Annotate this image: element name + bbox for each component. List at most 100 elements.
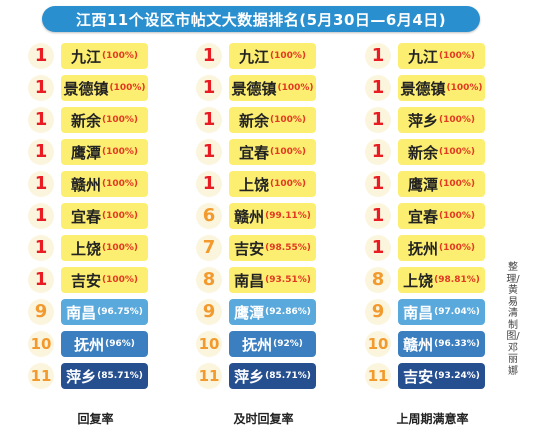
city-pill: 赣州 (100%) — [61, 171, 148, 197]
rank-badge: 1 — [196, 43, 222, 69]
city-pill: 上饶 (100%) — [61, 235, 148, 261]
rank-badge: 1 — [365, 75, 391, 101]
percentage-value: (98.55%) — [265, 243, 311, 253]
percentage-value: (100%) — [446, 83, 483, 93]
percentage-value: (100%) — [109, 83, 146, 93]
rank-badge: 1 — [28, 43, 54, 69]
rank-badge: 9 — [28, 299, 54, 325]
rank-badge: 1 — [196, 171, 222, 197]
percentage-value: (99.11%) — [265, 211, 311, 221]
ranking-row: 10 赣州 (96.33%) — [365, 330, 500, 358]
city-name: 新余 — [407, 143, 438, 162]
percentage-value: (100%) — [438, 51, 476, 61]
rank-badge: 11 — [196, 363, 222, 389]
ranking-row: 1 景德镇 (100%) — [196, 74, 331, 102]
percentage-value: (98.81%) — [434, 275, 480, 285]
ranking-row: 1 九江 (100%) — [365, 42, 500, 70]
city-name: 景德镇 — [231, 79, 277, 98]
percentage-value: (100%) — [277, 83, 314, 93]
city-name: 吉安 — [70, 271, 101, 290]
rank-badge: 1 — [28, 235, 54, 261]
ranking-row: 11 萍乡 (85.71%) — [196, 362, 331, 390]
city-name: 南昌 — [66, 303, 97, 322]
city-name: 萍乡 — [234, 367, 265, 386]
ranking-row: 1 宜春 (100%) — [365, 202, 500, 230]
rank-badge: 6 — [196, 203, 222, 229]
rank-badge: 10 — [196, 331, 222, 357]
percentage-value: (85.71%) — [97, 371, 143, 381]
percentage-value: (85.71%) — [265, 371, 311, 381]
rank-badge: 1 — [196, 107, 222, 133]
percentage-value: (97.04%) — [434, 307, 480, 317]
ranking-row: 1 九江 (100%) — [28, 42, 163, 70]
city-pill: 宜春 (100%) — [229, 139, 316, 165]
credit-text: 整理/黄易清 制图/邓丽娜 — [506, 262, 520, 377]
city-pill: 萍乡 (85.71%) — [229, 363, 316, 389]
city-name: 景德镇 — [400, 79, 446, 98]
ranking-row: 1 吉安 (100%) — [28, 266, 163, 294]
city-pill: 南昌 (96.75%) — [61, 299, 148, 325]
rank-badge: 1 — [28, 171, 54, 197]
city-name: 抚州 — [74, 335, 105, 354]
rank-badge: 1 — [196, 75, 222, 101]
percentage-value: (93.24%) — [434, 371, 480, 381]
city-name: 景德镇 — [63, 79, 109, 98]
rank-badge: 1 — [28, 139, 54, 165]
city-name: 吉安 — [234, 239, 265, 258]
rank-badge: 1 — [365, 107, 391, 133]
ranking-row: 6 赣州 (99.11%) — [196, 202, 331, 230]
rank-badge: 11 — [28, 363, 54, 389]
city-pill: 景德镇 (100%) — [229, 75, 316, 101]
city-pill: 宜春 (100%) — [61, 203, 148, 229]
city-name: 新余 — [238, 111, 269, 130]
city-name: 上饶 — [403, 271, 434, 290]
rank-badge: 1 — [365, 139, 391, 165]
rank-badge: 1 — [365, 203, 391, 229]
rank-badge: 1 — [365, 171, 391, 197]
city-pill: 九江 (100%) — [398, 43, 485, 69]
city-pill: 鹰潭 (92.86%) — [229, 299, 316, 325]
rank-badge: 1 — [28, 203, 54, 229]
city-name: 鹰潭 — [70, 143, 101, 162]
percentage-value: (100%) — [438, 147, 476, 157]
column-label-satisfaction-rate: 上周期满意率 — [396, 412, 469, 426]
city-pill: 吉安 (98.55%) — [229, 235, 316, 261]
rank-badge: 1 — [196, 139, 222, 165]
ranking-row: 1 景德镇 (100%) — [28, 74, 163, 102]
city-pill: 鹰潭 (100%) — [398, 171, 485, 197]
city-pill: 萍乡 (85.71%) — [61, 363, 148, 389]
city-name: 南昌 — [403, 303, 434, 322]
city-name: 赣州 — [70, 175, 101, 194]
rank-badge: 9 — [365, 299, 391, 325]
city-name: 九江 — [238, 47, 269, 66]
percentage-value: (92%) — [273, 339, 303, 349]
city-pill: 新余 (100%) — [229, 107, 316, 133]
ranking-row: 9 南昌 (96.75%) — [28, 298, 163, 326]
city-name: 赣州 — [234, 207, 265, 226]
city-name: 吉安 — [403, 367, 434, 386]
page-title: 江西11个设区市帖文大数据排名(5月30日—6月4日) — [75, 10, 447, 29]
rank-badge: 10 — [365, 331, 391, 357]
city-pill: 南昌 (93.51%) — [229, 267, 316, 293]
city-pill: 抚州 (100%) — [398, 235, 485, 261]
city-pill: 抚州 (92%) — [229, 331, 316, 357]
ranking-row: 9 南昌 (97.04%) — [365, 298, 500, 326]
percentage-value: (100%) — [438, 211, 476, 221]
ranking-row: 8 上饶 (98.81%) — [365, 266, 500, 294]
city-name: 抚州 — [407, 239, 438, 258]
city-name: 萍乡 — [407, 111, 438, 130]
ranking-row: 10 抚州 (92%) — [196, 330, 331, 358]
percentage-value: (92.86%) — [265, 307, 311, 317]
percentage-value: (100%) — [101, 275, 139, 285]
city-name: 宜春 — [407, 207, 438, 226]
city-pill: 九江 (100%) — [61, 43, 148, 69]
rank-badge: 8 — [365, 267, 391, 293]
percentage-value: (96%) — [105, 339, 135, 349]
ranking-row: 10 抚州 (96%) — [28, 330, 163, 358]
city-pill: 上饶 (100%) — [229, 171, 316, 197]
city-name: 萍乡 — [66, 367, 97, 386]
city-name: 上饶 — [70, 239, 101, 258]
city-pill: 景德镇 (100%) — [398, 75, 485, 101]
percentage-value: (96.33%) — [434, 339, 480, 349]
ranking-row: 1 萍乡 (100%) — [365, 106, 500, 134]
